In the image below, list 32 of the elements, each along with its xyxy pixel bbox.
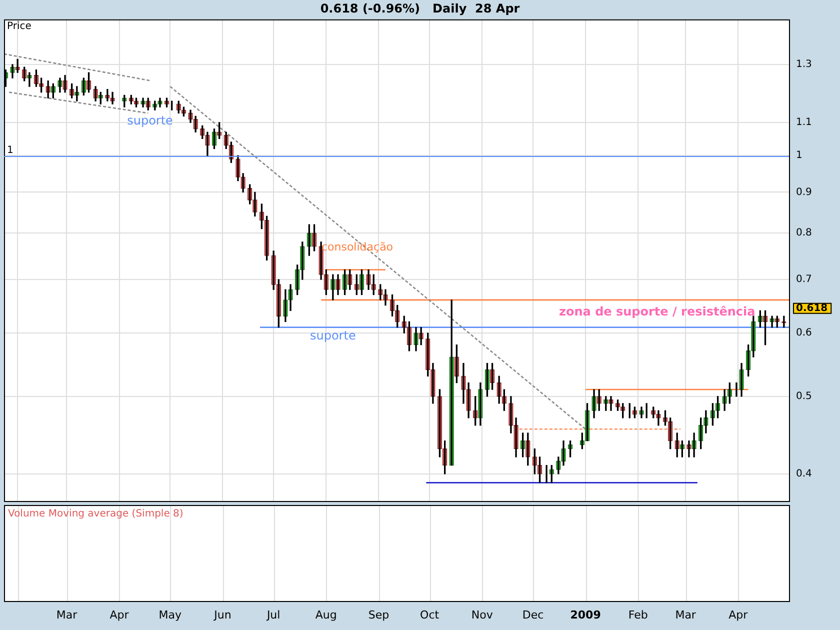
y2-tick-label: 0.6 [796, 328, 812, 339]
x-tick-label: Sep [368, 608, 390, 622]
y2-tick-label: 0.7 [796, 274, 812, 286]
annotation: consolidação [321, 240, 394, 254]
text: 0.618 [796, 302, 828, 314]
annotation: suporte [127, 114, 173, 128]
y2-tick-label: 0.8 [796, 228, 812, 239]
x-tick-label: Feb [628, 608, 648, 622]
annotation: zona de suporte / resistência [559, 304, 756, 318]
y2-tick-label: 1 [796, 150, 802, 162]
x-tick-label: Nov [471, 608, 494, 622]
x-tick-label: Jun [213, 608, 232, 622]
ref-line-label: 1 [7, 145, 14, 156]
x-tick-label: Aug [315, 608, 337, 622]
x-tick-label: 2009 [570, 608, 601, 622]
chart-title: 0.618 (-0.96%) Daily 28 Apr [320, 1, 520, 16]
y2-axis-title: Price [7, 20, 32, 32]
x-tick-label: Mar [675, 608, 696, 622]
y2-tick-label: 0.5 [796, 390, 812, 402]
x-tick-label: Jul [266, 608, 280, 622]
text: Volume Moving average (Simple 8) [8, 508, 184, 520]
annotation: suporte [310, 328, 356, 342]
x-tick-label: May [158, 608, 182, 622]
x-tick-label: Oct [420, 608, 440, 622]
x-tick-label: Mar [56, 608, 78, 622]
y2-tick-label: 0.9 [796, 186, 812, 198]
x-tick-label: Apr [110, 608, 130, 622]
x-tick-label: Dec [522, 608, 544, 622]
x-tick-label: Apr [728, 608, 748, 622]
y2-tick-label: 0.4 [796, 468, 812, 480]
y2-tick-label: 1.1 [796, 117, 812, 128]
y2-tick-label: 1.3 [796, 59, 812, 70]
